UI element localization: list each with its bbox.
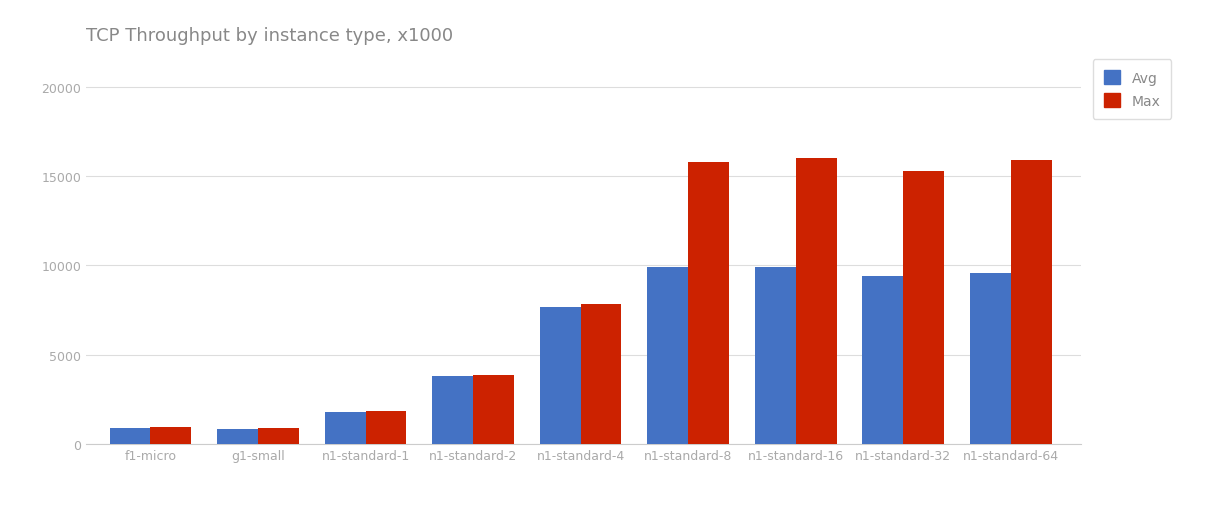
Bar <box>862 277 904 444</box>
Bar <box>432 377 473 444</box>
Legend: Avg, Max: Avg, Max <box>1093 60 1172 120</box>
Bar <box>796 159 836 444</box>
Bar <box>324 412 366 444</box>
Bar <box>151 427 192 444</box>
Bar <box>904 171 944 444</box>
Bar <box>473 375 515 444</box>
Bar <box>540 307 581 444</box>
Bar <box>217 429 258 444</box>
Bar <box>581 305 621 444</box>
Bar <box>1011 161 1051 444</box>
Bar <box>109 428 151 444</box>
Bar <box>755 268 796 444</box>
Bar <box>258 428 298 444</box>
Bar <box>647 268 688 444</box>
Bar <box>366 411 406 444</box>
Text: TCP Throughput by instance type, x1000: TCP Throughput by instance type, x1000 <box>86 27 453 45</box>
Bar <box>970 273 1011 444</box>
Bar <box>688 162 729 444</box>
